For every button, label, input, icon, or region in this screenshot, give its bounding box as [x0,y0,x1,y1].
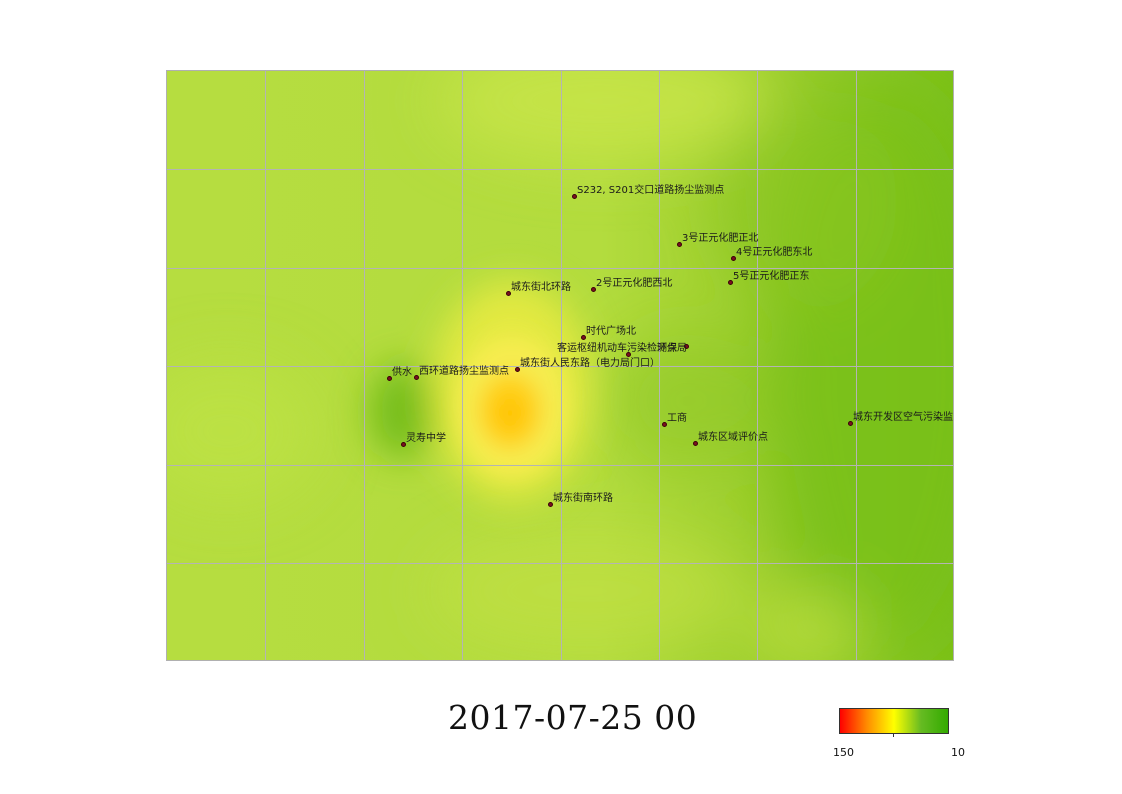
station-dot-icon [677,242,682,247]
light-zone-north [437,71,777,161]
light-zone-southeast [747,591,867,660]
station-label: 城东街人民东路（电力局门口） [520,358,660,369]
station-dot-icon [848,421,853,426]
legend-min-label: 10 [951,746,965,759]
station-label: 5号正元化肥正东 [733,271,810,282]
station-dot-icon [662,422,667,427]
station-label: S232, S201交口道路扬尘监测点 [577,185,725,196]
station-dot-icon [626,352,631,357]
station-label: 时代广场北 [586,326,636,337]
station-dot-icon [572,194,577,199]
station-dot-icon [548,502,553,507]
station-label: 3号正元化肥正北 [682,233,759,244]
station-label: 工商 [667,413,687,424]
station-dot-icon [515,367,520,372]
station-label: 城东街北环路 [511,282,571,293]
station-dot-icon [401,442,406,447]
deep-zone-northeast [717,91,897,311]
station-label: 客运枢纽机动车污染检测点 [557,343,677,354]
green-pocket-west [369,363,437,459]
station-label: 4号正元化肥东北 [736,247,813,258]
station-dot-icon [731,256,736,261]
station-dot-icon [387,376,392,381]
station-dot-icon [684,344,689,349]
station-dot-icon [506,291,511,296]
station-dot-icon [728,280,733,285]
station-label: 灵寿中学 [406,433,446,444]
station-label: 2号正元化肥西北 [596,278,673,289]
station-label: 城东区域评价点 [698,432,768,443]
hot-center [494,395,526,431]
station-label: 城东街南环路 [553,493,613,504]
light-zone-south [427,531,747,651]
legend-max-label: 150 [833,746,854,759]
grid-lines [167,71,953,660]
color-legend-bar [839,708,949,734]
station-label: 西环道路扬尘监测点 [419,366,509,377]
station-label: 供水 [392,367,412,378]
station-label: 城东开发区空气污染监测点 [853,412,953,423]
date-title: 2017-07-25 00 [448,698,698,737]
station-dot-icon [581,335,586,340]
station-label: 环保局 [657,343,687,354]
station-dot-icon [591,287,596,292]
heatmap-map: S232, S201交口道路扬尘监测点 3号正元化肥正北 4号正元化肥东北 5号正元化… [166,70,954,661]
color-legend-tick [893,733,894,737]
station-dot-icon [693,441,698,446]
heatmap-surface [167,71,953,660]
station-dot-icon [414,375,419,380]
